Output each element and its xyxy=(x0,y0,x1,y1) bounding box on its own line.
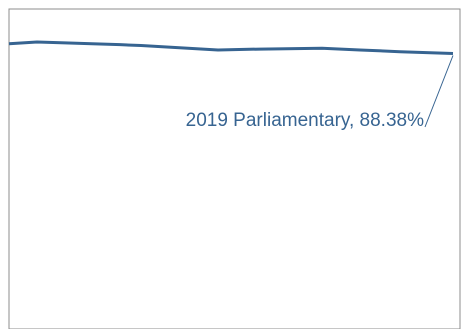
series-layer xyxy=(8,40,454,55)
annotation-leader-line xyxy=(424,55,454,128)
series-line xyxy=(8,40,454,55)
annotation-label: 2019 Parliamentary, 88.38% xyxy=(186,110,424,131)
plot-area-frame xyxy=(8,8,461,329)
annotation-layer: 2019 Parliamentary, 88.38% xyxy=(186,55,454,131)
